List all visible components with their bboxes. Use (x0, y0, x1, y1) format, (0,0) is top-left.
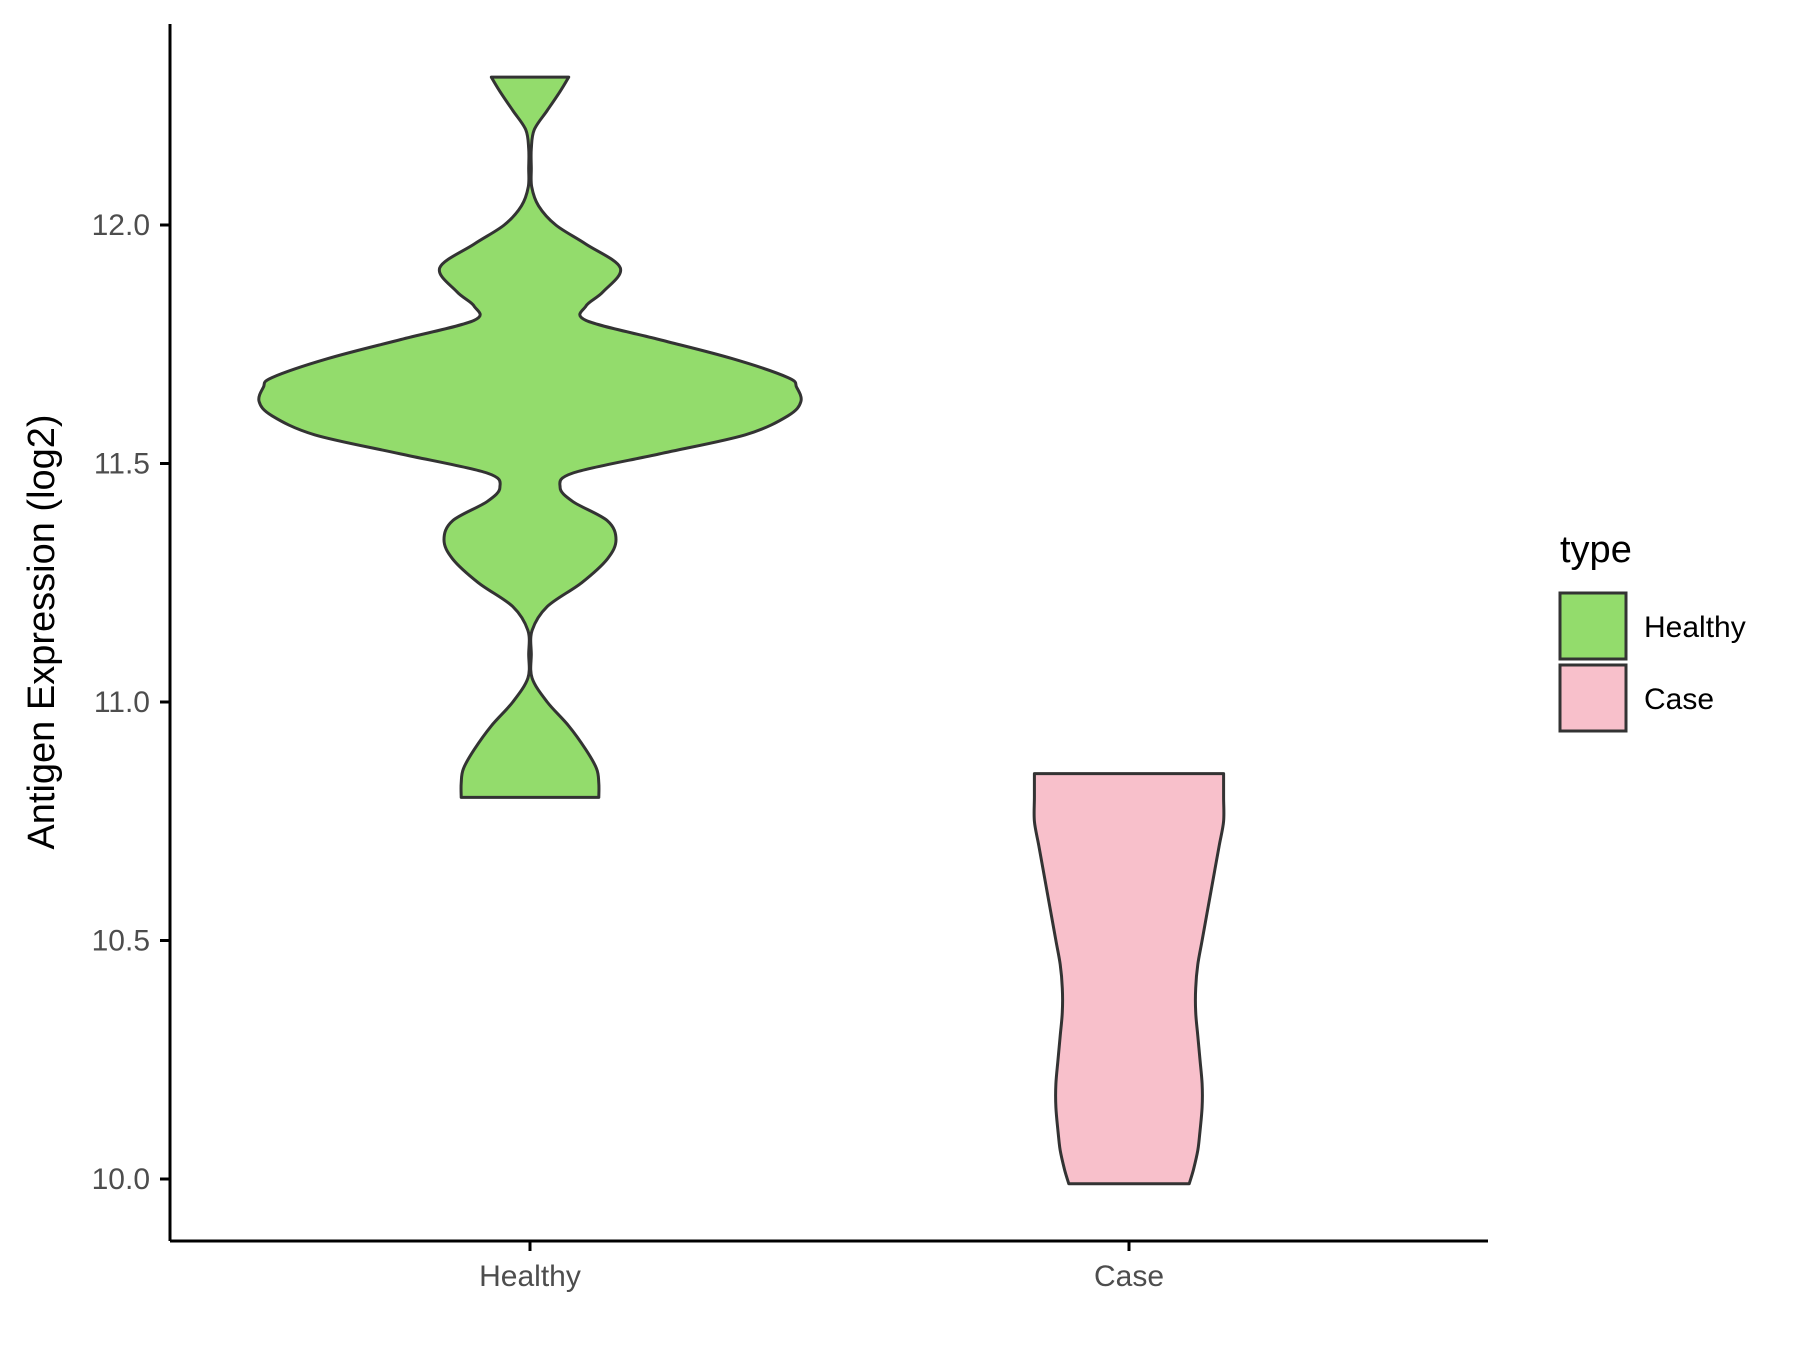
legend-label-healthy: Healthy (1644, 611, 1746, 644)
legend-entries: Healthy Case (1558, 591, 1746, 733)
y-axis-title: Antigen Expression (log2) (21, 414, 63, 849)
legend-label-case: Case (1644, 683, 1714, 716)
legend: type Healthy Case (1558, 529, 1746, 733)
legend-swatch-case (1558, 663, 1628, 733)
violin-healthy (257, 75, 803, 799)
y-tick-label: 11.0 (94, 686, 150, 719)
y-tick-label: 10.0 (92, 1163, 150, 1196)
y-tick-label: 12.0 (92, 209, 150, 242)
y-tick-label: 10.5 (92, 925, 150, 958)
x-ticks: Healthy Case (479, 1241, 1164, 1293)
y-ticks: 10.0 10.5 11.0 11.5 12.0 (92, 209, 170, 1196)
y-tick-label: 11.5 (94, 448, 150, 481)
x-tick-label: Case (1094, 1260, 1164, 1293)
plot-area (257, 75, 1226, 1186)
legend-title: type (1560, 529, 1632, 571)
x-tick-label: Healthy (479, 1260, 581, 1293)
axes (168, 24, 1488, 1243)
violin-case (1032, 772, 1226, 1186)
legend-swatch-healthy (1558, 591, 1628, 661)
